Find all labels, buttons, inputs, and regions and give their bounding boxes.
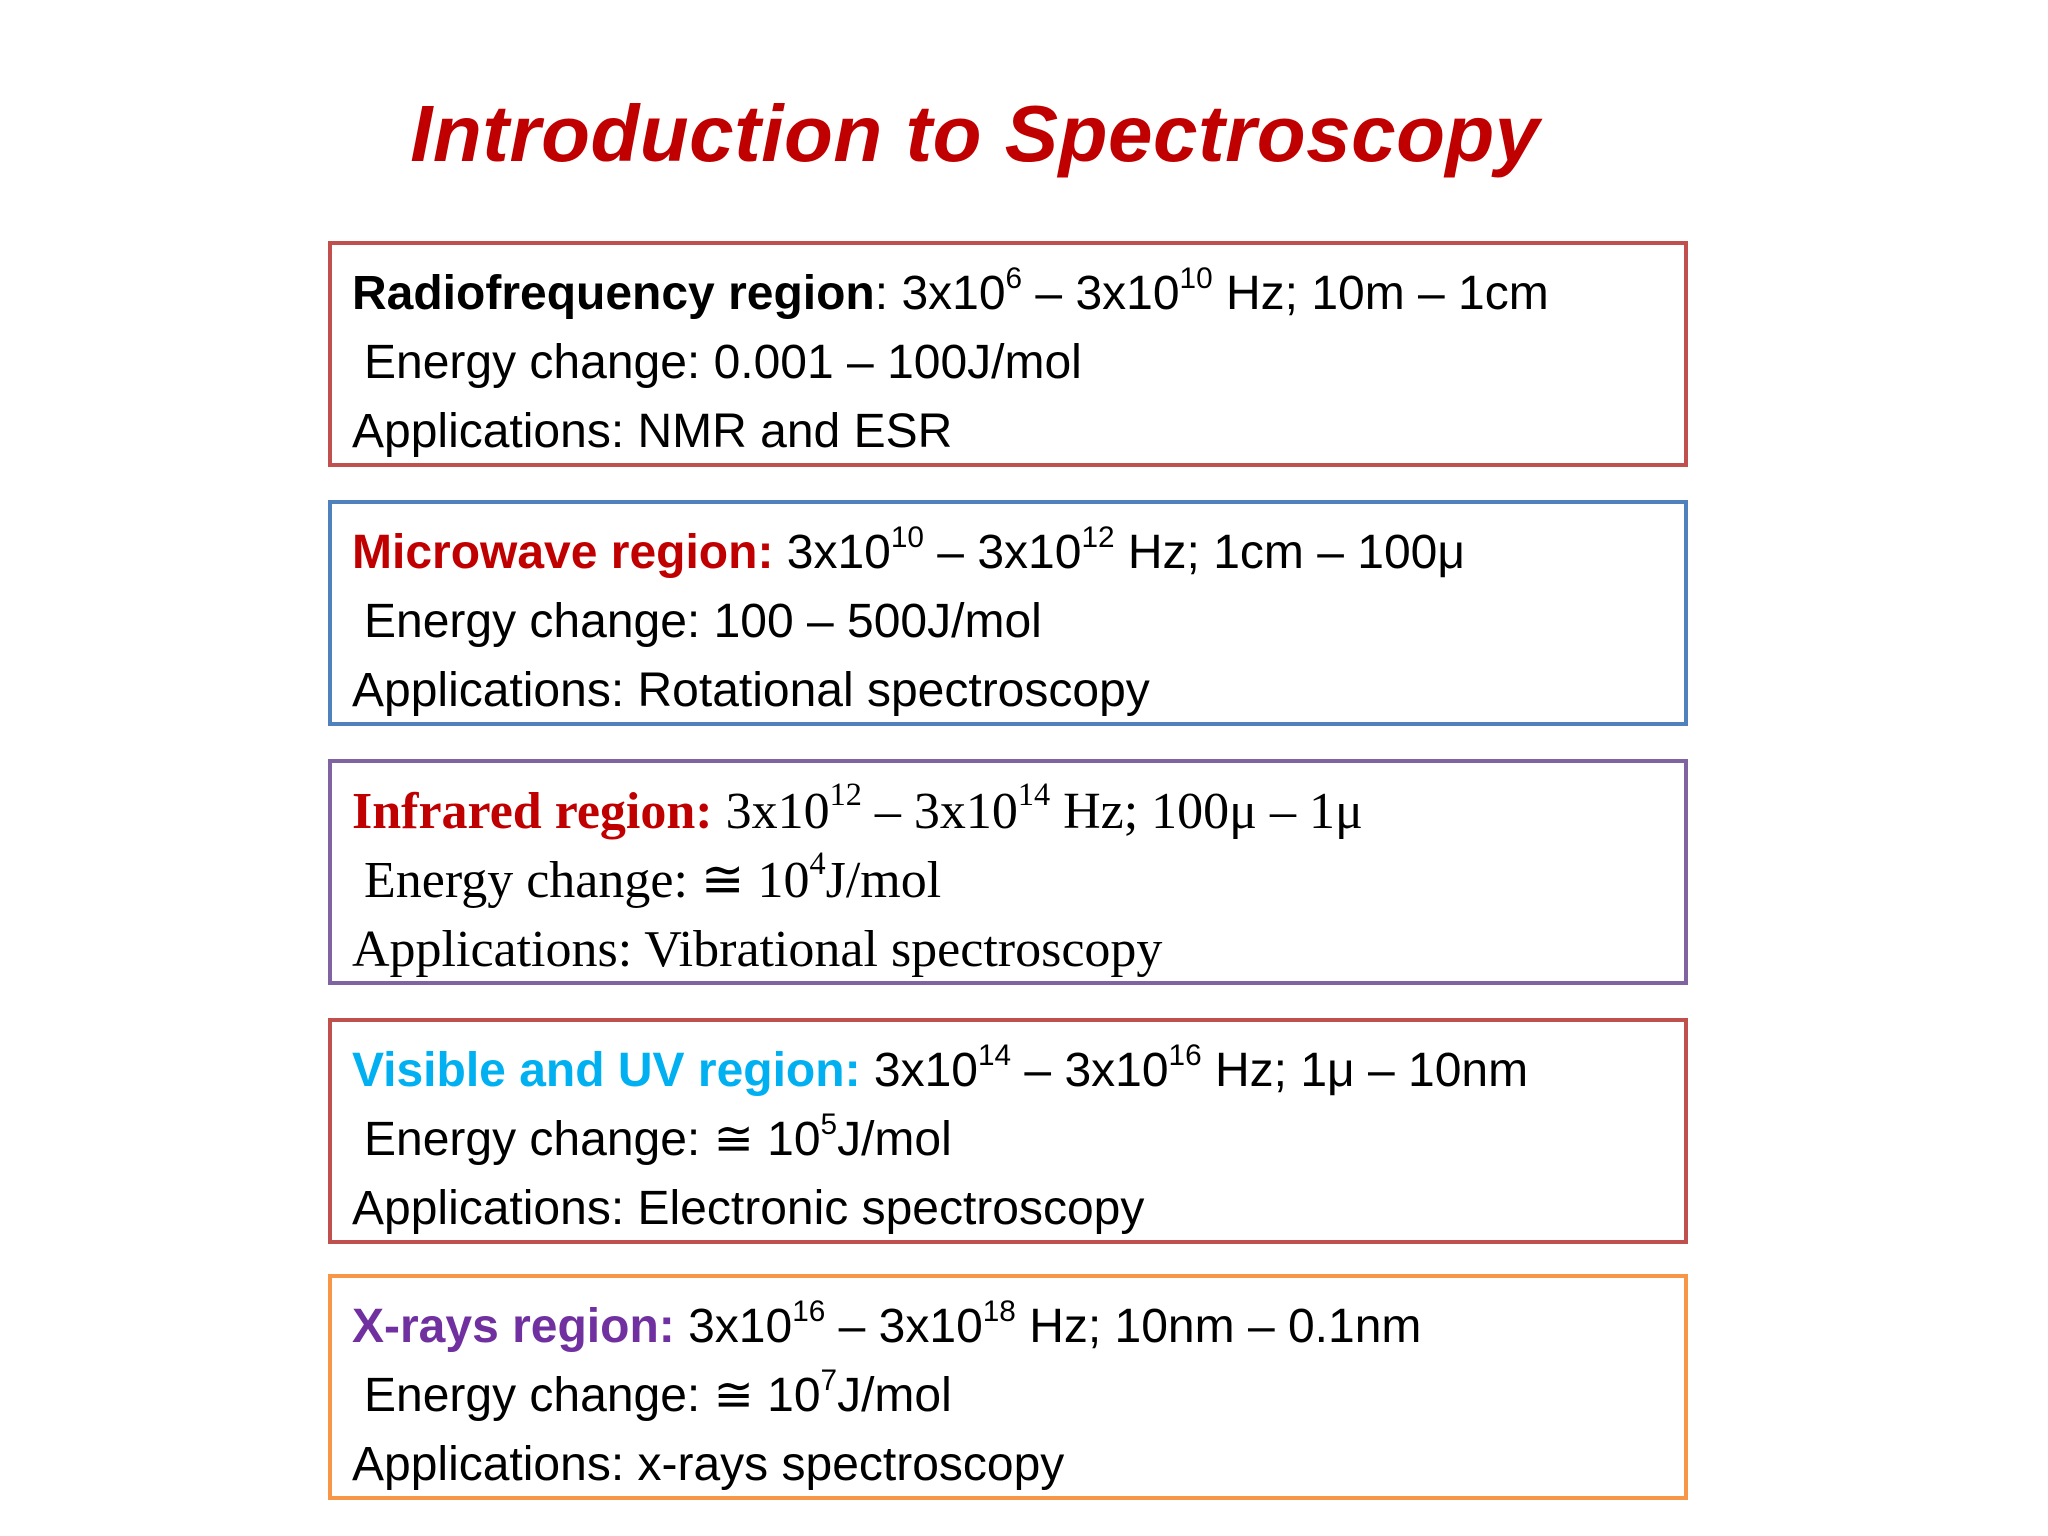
visible-uv-region-box: Visible and UV region: 3x1014 – 3x1016 H… [328, 1018, 1688, 1244]
freq-start-exponent: 6 [1005, 262, 1023, 296]
range-tail: Hz; 100μ – 1μ [1050, 783, 1363, 840]
energy-prefix: Energy change: [364, 595, 714, 648]
energy-base: 10 [757, 852, 810, 909]
freq-end: 3x10 [977, 526, 1082, 579]
freq-start-exponent: 16 [792, 1295, 826, 1329]
region-name: Microwave region: [352, 526, 774, 579]
energy-prefix: Energy change: [364, 336, 714, 389]
energy-base: 0.001 – 100J/mol [713, 336, 1082, 389]
range-line: Visible and UV region: 3x1014 – 3x1016 H… [352, 1036, 1684, 1105]
applications-line: Applications: Electronic spectroscopy [352, 1182, 1145, 1235]
energy-prefix: Energy change: ≅ [364, 1369, 768, 1422]
range-tail: Hz; 10nm – 0.1nm [1015, 1300, 1422, 1353]
range-tail: Hz; 1μ – 10nm [1201, 1044, 1529, 1097]
freq-start: 3x10 [873, 1044, 978, 1097]
slide-title: Introduction to Spectroscopy [410, 89, 1540, 178]
applications-line: Applications: Rotational spectroscopy [352, 664, 1150, 717]
freq-end-exponent: 12 [1081, 521, 1115, 555]
energy-base: 10 [767, 1369, 821, 1422]
applications-line: Applications: Vibrational spectroscopy [352, 921, 1163, 978]
applications-line: Applications: NMR and ESR [352, 405, 953, 458]
freq-start: 3x10 [786, 526, 891, 579]
freq-end-exponent: 10 [1179, 262, 1213, 296]
range-tail: Hz; 10m – 1cm [1212, 267, 1549, 320]
energy-base: 100 – 500J/mol [713, 595, 1042, 648]
range-separator: – [923, 526, 978, 579]
range-line: Radiofrequency region: 3x106 – 3x1010 Hz… [352, 259, 1684, 328]
energy-line: Energy change: ≅ 104J/mol [352, 846, 1684, 915]
freq-start-exponent: 12 [829, 776, 862, 813]
energy-line: Energy change: ≅ 105J/mol [352, 1105, 1684, 1174]
freq-end: 3x10 [1075, 267, 1180, 320]
energy-unit: J/mol [837, 1113, 952, 1166]
range-separator: – [825, 1300, 879, 1353]
applications-line: Applications: x-rays spectroscopy [352, 1438, 1065, 1491]
range-line: X-rays region: 3x1016 – 3x1018 Hz; 10nm … [352, 1292, 1684, 1361]
freq-end: 3x10 [1064, 1044, 1169, 1097]
freq-end-exponent: 14 [1017, 776, 1051, 813]
region-name-suffix: : [874, 267, 889, 320]
freq-start-exponent: 14 [977, 1039, 1012, 1073]
range-line: Infrared region: 3x1012 – 3x1014 Hz; 100… [352, 777, 1684, 846]
energy-line: Energy change: ≅ 107J/mol [352, 1361, 1684, 1430]
x-rays-region-box: X-rays region: 3x1016 – 3x1018 Hz; 10nm … [328, 1274, 1688, 1500]
freq-end: 3x10 [913, 783, 1018, 840]
energy-unit: J/mol [825, 852, 942, 909]
energy-base: 10 [767, 1113, 821, 1166]
freq-start-exponent: 10 [890, 521, 924, 555]
energy-exponent: 4 [809, 845, 826, 882]
region-name: Visible and UV region: [352, 1044, 861, 1097]
range-tail: Hz; 1cm – 100μ [1114, 526, 1465, 579]
radiofrequency-region-box: Radiofrequency region: 3x106 – 3x1010 Hz… [328, 241, 1688, 467]
energy-prefix: Energy change: ≅ [364, 852, 758, 909]
freq-start: 3x10 [688, 1300, 793, 1353]
range-separator: – [861, 783, 914, 840]
energy-unit: J/mol [837, 1369, 952, 1422]
energy-exponent: 7 [820, 1364, 838, 1398]
energy-line: Energy change: 0.001 – 100J/mol [352, 328, 1684, 397]
freq-end: 3x10 [878, 1300, 983, 1353]
freq-start: 3x10 [725, 783, 830, 840]
region-name: Infrared region: [352, 783, 713, 840]
region-name: Radiofrequency region [352, 267, 875, 320]
freq-end-exponent: 18 [982, 1295, 1016, 1329]
freq-end-exponent: 16 [1168, 1039, 1202, 1073]
range-separator: – [1022, 267, 1076, 320]
energy-line: Energy change: 100 – 500J/mol [352, 587, 1684, 656]
freq-start: 3x10 [901, 267, 1006, 320]
microwave-region-box: Microwave region: 3x1010 – 3x1012 Hz; 1c… [328, 500, 1688, 726]
infrared-region-box: Infrared region: 3x1012 – 3x1014 Hz; 100… [328, 759, 1688, 985]
range-line: Microwave region: 3x1010 – 3x1012 Hz; 1c… [352, 518, 1684, 587]
energy-exponent: 5 [820, 1108, 838, 1142]
range-separator: – [1011, 1044, 1065, 1097]
region-name: X-rays region: [352, 1300, 675, 1353]
energy-prefix: Energy change: ≅ [364, 1113, 768, 1166]
